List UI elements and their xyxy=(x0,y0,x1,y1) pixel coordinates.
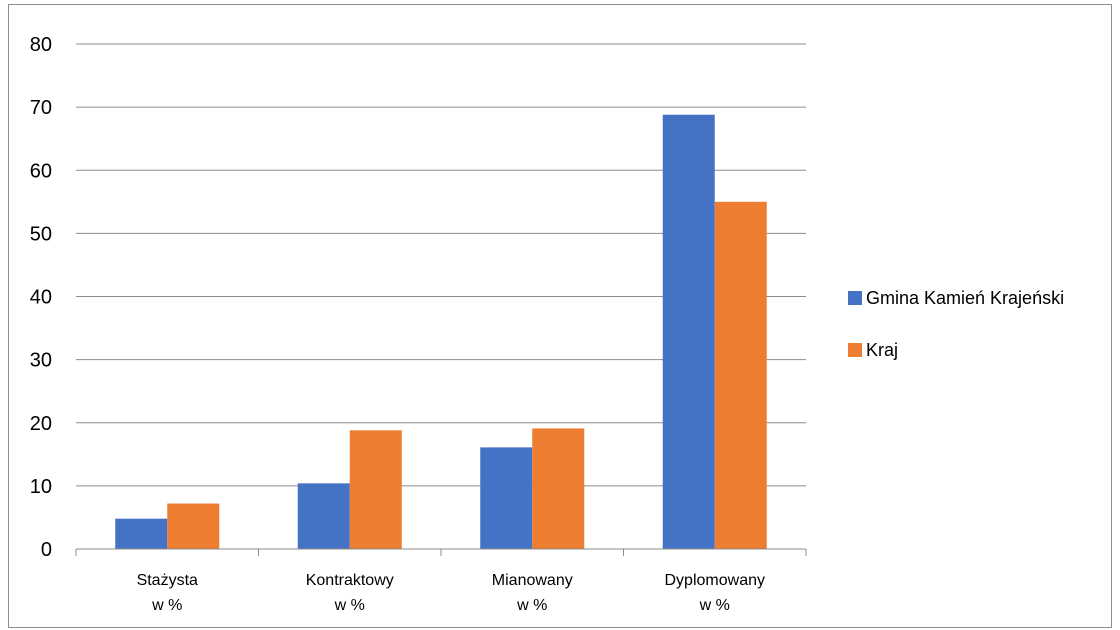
x-tick-label: Kontraktowy xyxy=(306,572,394,589)
y-tick-label: 60 xyxy=(30,160,52,182)
legend-swatch-kraj xyxy=(848,343,862,357)
y-tick-label: 0 xyxy=(41,539,52,561)
bar-kraj-3 xyxy=(714,201,767,549)
x-tick-label: w % xyxy=(699,597,730,614)
bar-gmina-2 xyxy=(480,447,533,549)
x-axis xyxy=(75,548,807,556)
legend: Gmina Kamień Krajeński Kraj xyxy=(848,288,1064,360)
y-tick-label: 20 xyxy=(30,413,52,435)
y-tick-label: 70 xyxy=(30,97,52,119)
y-tick-label: 80 xyxy=(30,34,52,56)
x-tick-label: Mianowany xyxy=(492,572,573,589)
x-axis-ticks: Stażysta w % Kontraktowy w % Mianowany w % Dyp… xyxy=(137,572,765,614)
bar-gmina-0 xyxy=(115,518,168,549)
bars xyxy=(115,114,767,549)
y-tick-label: 10 xyxy=(30,476,52,498)
y-axis-ticks: 0 10 20 30 40 50 60 70 80 xyxy=(30,34,52,561)
bar-kraj-2 xyxy=(532,428,585,549)
x-tick-label: w % xyxy=(334,597,365,614)
x-tick-label: Dyplomowany xyxy=(665,572,765,589)
legend-label-gmina: Gmina Kamień Krajeński xyxy=(866,288,1064,308)
x-tick-label: w % xyxy=(516,597,547,614)
x-tick-label: w % xyxy=(151,597,182,614)
y-tick-label: 50 xyxy=(30,223,52,245)
y-tick-label: 40 xyxy=(30,287,52,309)
y-tick-label: 30 xyxy=(30,350,52,372)
legend-label-kraj: Kraj xyxy=(866,340,898,360)
bar-kraj-1 xyxy=(349,430,402,549)
bar-kraj-0 xyxy=(167,503,220,549)
x-tick-label: Stażysta xyxy=(137,572,198,589)
bar-gmina-1 xyxy=(297,483,350,549)
legend-swatch-gmina xyxy=(848,291,862,305)
bar-gmina-3 xyxy=(662,114,715,549)
